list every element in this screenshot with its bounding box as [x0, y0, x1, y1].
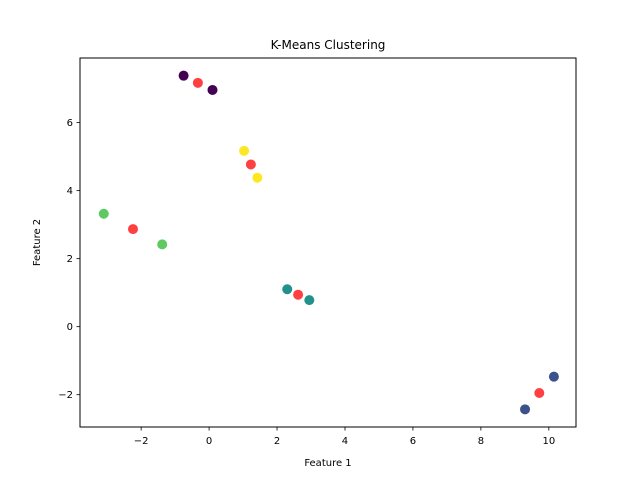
data-point-series-5-2	[293, 289, 304, 300]
data-point-series-5-3	[127, 224, 138, 235]
axis-ticks: −2 0 2 4 6 8 10 −2 0 2 4 6	[58, 118, 555, 447]
y-tick-label: 6	[67, 118, 73, 129]
plot-frame	[79, 57, 577, 428]
x-tick-label: −2	[134, 436, 149, 447]
x-axis-label: Feature 1	[304, 458, 351, 469]
y-tick-label: 2	[67, 254, 73, 265]
data-point-series-4-0	[239, 145, 250, 156]
plot-area	[98, 70, 559, 415]
y-tick-label: −2	[58, 390, 73, 401]
x-tick-label: 8	[478, 436, 484, 447]
data-point-series-4-1	[252, 172, 263, 183]
x-tick-label: 4	[342, 436, 348, 447]
y-tick-label: 4	[67, 186, 73, 197]
y-tick-label: 0	[67, 322, 73, 333]
x-tick-label: 6	[410, 436, 416, 447]
x-tick-label: 10	[542, 436, 555, 447]
data-point-series-3-0	[98, 208, 109, 219]
data-point-series-1-0	[548, 371, 559, 382]
x-tick-label: 0	[206, 436, 212, 447]
data-point-series-5-1	[534, 387, 545, 398]
chart-title: K-Means Clustering	[271, 38, 386, 52]
data-point-series-2-0	[282, 284, 293, 295]
data-point-series-5-0	[192, 77, 203, 88]
data-point-series-1-1	[520, 404, 531, 415]
data-point-series-2-1	[304, 295, 315, 306]
data-point-series-5-4	[245, 159, 256, 170]
y-axis-label: Feature 2	[32, 219, 43, 266]
x-tick-label: 2	[274, 436, 280, 447]
data-point-series-3-1	[157, 239, 168, 250]
data-point-series-0-1	[207, 84, 218, 95]
data-point-series-0-0	[178, 70, 189, 81]
